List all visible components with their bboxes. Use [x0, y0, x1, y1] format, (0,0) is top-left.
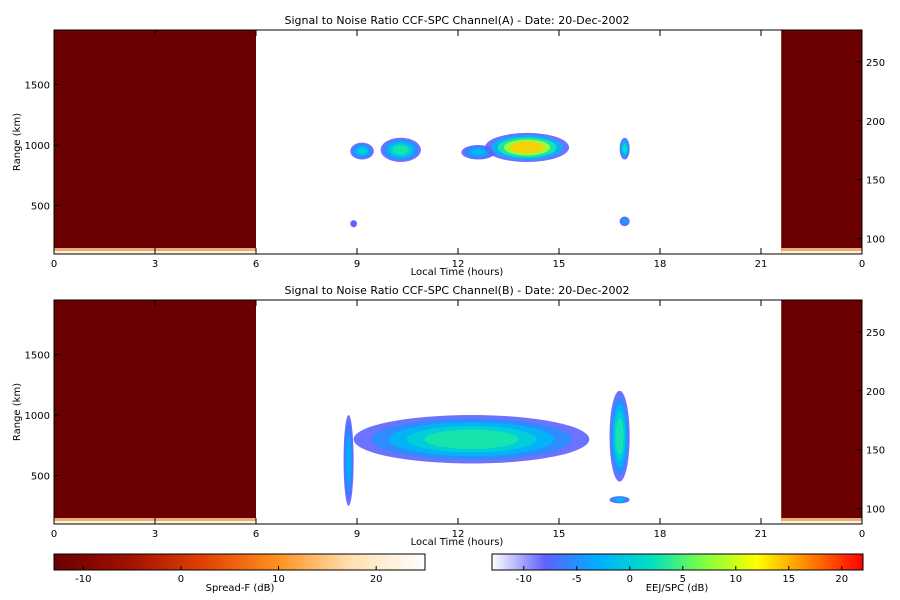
panel-b-axes: 0 3 6 9 12 15 18 21 0 500 1000 1500 100 150 200 250: [25, 300, 885, 540]
panel-a-spread-f-region: [54, 30, 256, 254]
panel-b: Signal to Noise Ratio CCF-SPC Channel(B)…: [12, 284, 885, 548]
panel-a-y-tick-label: 1000: [25, 141, 50, 152]
panel-a-echo-feature: [350, 220, 357, 228]
panel-b-y-tick-label: 1000: [25, 411, 50, 422]
panel-a-ground-clutter-core: [781, 251, 862, 254]
panel-b-x-tick-label: 15: [553, 529, 566, 540]
panel-b-x-tick-label: 18: [654, 529, 667, 540]
panel-a-ylabel: Range (km): [12, 113, 23, 171]
colorbar-spread-f-tick-label: -10: [75, 574, 91, 585]
panel-a-echo-feature: [484, 132, 570, 162]
panel-a-y2-tick-label: 150: [866, 176, 885, 187]
colorbar-spread-f-label: Spread-F (dB): [206, 583, 275, 594]
panel-a-y2-tick-label: 200: [866, 117, 885, 128]
panel-a: Signal to Noise Ratio CCF-SPC Channel(A)…: [12, 14, 885, 278]
panel-a-y2-tick-label: 250: [866, 58, 885, 69]
panel-a-x-tick-label: 9: [354, 259, 360, 270]
colorbar-eej-tick-label: 15: [782, 574, 795, 585]
colorbar-eej: -10 -5 0 5 10 15 20 EEJ/SPC (dB): [491, 553, 864, 594]
panel-b-title: Signal to Noise Ratio CCF-SPC Channel(B)…: [285, 284, 630, 297]
panel-b-x-tick-label: 0: [51, 529, 57, 540]
colorbar-eej-tick-label: 0: [627, 574, 633, 585]
colorbar-spread-f: -10 0 10 20 Spread-F (dB): [53, 553, 426, 594]
colorbar-eej-tick-label: -5: [572, 574, 582, 585]
panel-b-echo-feature: [609, 496, 630, 504]
colorbar-spread-f-ticks: -10 0 10 20: [75, 566, 383, 585]
panel-b-y2-tick-label: 100: [866, 505, 885, 516]
panel-b-y-tick-label: 1500: [25, 350, 50, 361]
panel-a-echo-feature: [380, 137, 421, 162]
colorbar-eej-tick-label: -10: [516, 574, 532, 585]
panel-b-ground-clutter-core: [781, 521, 862, 524]
colorbar-spread-f-bar: [53, 553, 426, 571]
panel-b-echo-feature: [353, 415, 590, 464]
panel-a-x-tick-label: 0: [51, 259, 57, 270]
panel-b-spread-f-region: [54, 300, 256, 524]
panel-b-xlabel: Local Time (hours): [411, 537, 504, 548]
panel-b-x-tick-label: 21: [755, 529, 768, 540]
colorbar-spread-f-tick-label: 20: [370, 574, 383, 585]
panel-b-ylabel: Range (km): [12, 383, 23, 441]
panel-a-echo-feature: [619, 137, 630, 160]
panel-b-x-tick-label: 9: [354, 529, 360, 540]
panel-a-x-tick-label: 6: [253, 259, 259, 270]
panel-b-spread-f-region: [781, 300, 862, 524]
colorbar-eej-label: EEJ/SPC (dB): [646, 583, 709, 594]
panel-a-y2-tick-label: 100: [866, 235, 885, 246]
panel-b-x-tick-label: 6: [253, 529, 259, 540]
colorbar-eej-bar: [491, 553, 864, 571]
colorbar-eej-tick-label: 10: [729, 574, 742, 585]
panel-a-x-tick-label: 21: [755, 259, 768, 270]
panel-b-echo-feature: [609, 390, 630, 482]
panel-b-echo-feature: [343, 415, 354, 506]
panel-b-y2-tick-label: 200: [866, 387, 885, 398]
panel-a-x-tick-label: 0: [859, 259, 865, 270]
panel-a-xlabel: Local Time (hours): [411, 267, 504, 278]
panel-b-plot-area: [54, 300, 862, 524]
panel-b-x-tick-label: 12: [452, 529, 465, 540]
panel-a-axes: 0 3 6 9 12 15 18 21 0 500 1000 1500 100 150 200 250: [25, 30, 885, 270]
colorbar-spread-f-tick-label: 10: [272, 574, 285, 585]
colorbar-eej-tick-label: 5: [680, 574, 686, 585]
panel-b-y-tick-label: 500: [31, 472, 50, 483]
panel-a-echo-feature: [619, 216, 630, 227]
panel-a-title: Signal to Noise Ratio CCF-SPC Channel(A)…: [285, 14, 630, 27]
panel-b-x-tick-label: 0: [859, 529, 865, 540]
panel-a-spread-f-region: [781, 30, 862, 254]
panel-a-x-tick-label: 12: [452, 259, 465, 270]
panel-a-y-tick-label: 500: [31, 202, 50, 213]
panel-b-y2-tick-label: 250: [866, 328, 885, 339]
panel-b-y2-tick-label: 150: [866, 446, 885, 457]
panel-a-y-tick-label: 1500: [25, 80, 50, 91]
panel-a-plot-area: [54, 30, 862, 254]
panel-a-x-tick-label: 15: [553, 259, 566, 270]
panel-a-x-tick-label: 18: [654, 259, 667, 270]
panel-a-echo-feature: [350, 142, 374, 160]
panel-a-x-tick-label: 3: [152, 259, 158, 270]
colorbar-eej-tick-label: 20: [835, 574, 848, 585]
panel-b-x-tick-label: 3: [152, 529, 158, 540]
colorbar-eej-ticks: -10 -5 0 5 10 15 20: [516, 566, 848, 585]
colorbar-spread-f-tick-label: 0: [178, 574, 184, 585]
